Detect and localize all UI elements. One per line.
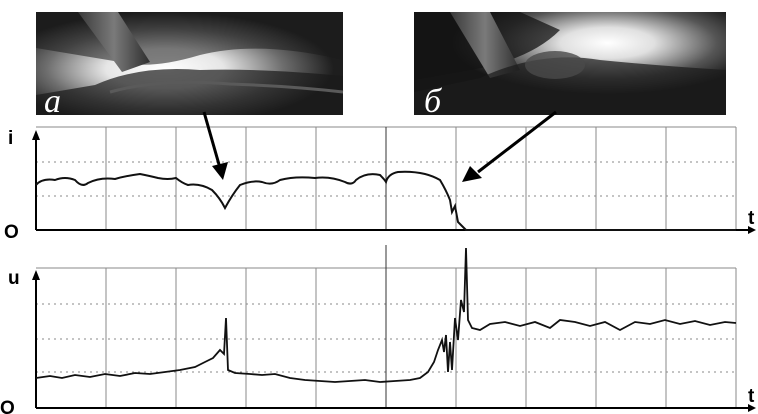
voltage-x-label: t bbox=[748, 386, 755, 407]
current-origin-label: O bbox=[4, 222, 19, 243]
arc-photo-b: б bbox=[414, 12, 726, 120]
voltage-x-arrow-icon bbox=[748, 404, 756, 412]
arrow-head-a-icon bbox=[212, 162, 228, 180]
current-x-arrow-icon bbox=[748, 226, 756, 234]
current-x-label: t bbox=[748, 208, 755, 229]
voltage-plot: u O t bbox=[0, 245, 756, 414]
current-plot-grid bbox=[36, 126, 737, 230]
voltage-y-label: u bbox=[8, 268, 20, 289]
arc-photo-a: а bbox=[36, 12, 344, 120]
pointer-arrow-a bbox=[202, 111, 228, 180]
arrow-head-b-icon bbox=[462, 166, 482, 182]
current-y-arrow-icon bbox=[32, 130, 40, 140]
voltage-y-arrow-icon bbox=[32, 270, 40, 280]
current-plot: i O t bbox=[4, 126, 756, 243]
photo-label-a: а bbox=[44, 83, 61, 120]
voltage-plot-grid bbox=[36, 245, 737, 408]
voltage-origin-label: O bbox=[0, 398, 15, 414]
current-trace bbox=[35, 170, 736, 231]
pointer-arrow-b bbox=[462, 110, 557, 182]
photo-label-b: б bbox=[424, 83, 443, 120]
voltage-trace bbox=[35, 247, 737, 383]
current-y-label: i bbox=[8, 128, 13, 149]
